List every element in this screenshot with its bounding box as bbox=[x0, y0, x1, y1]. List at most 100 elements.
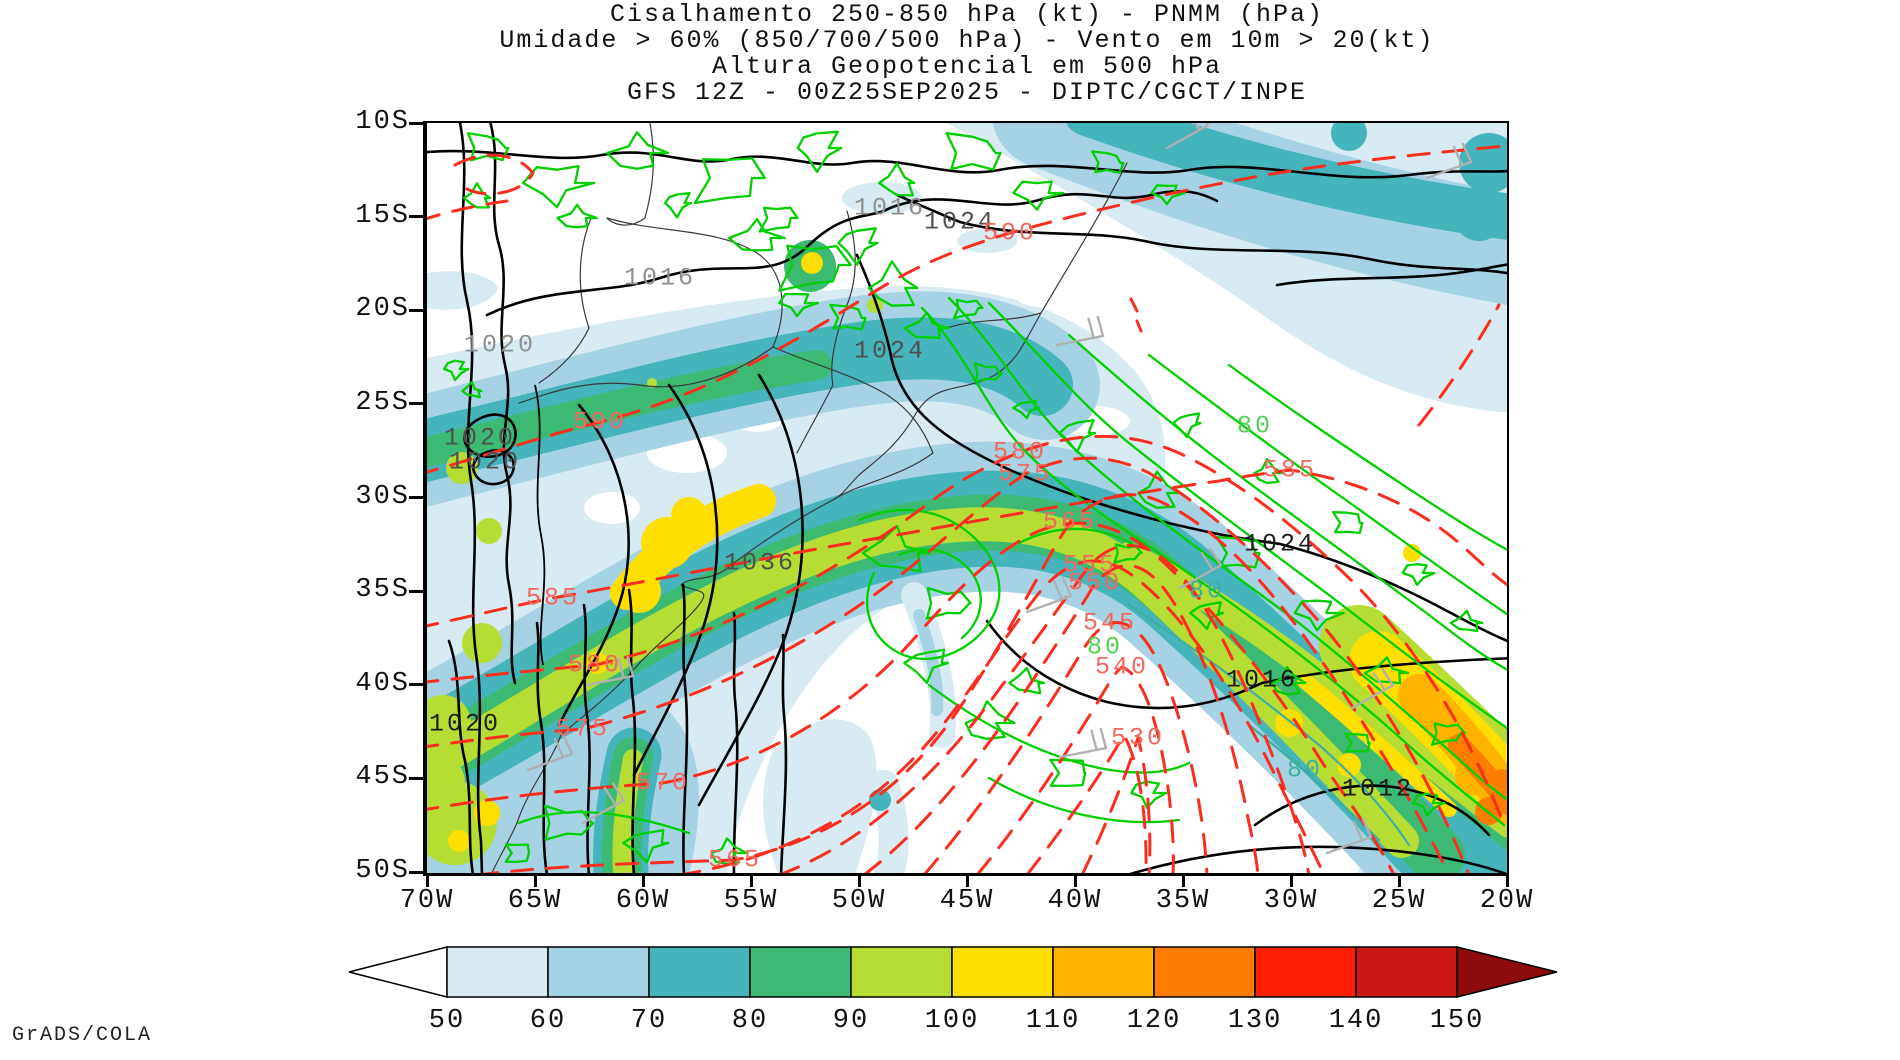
pressure-label: 1016 bbox=[854, 194, 926, 223]
humidity-label: 80 bbox=[1237, 412, 1273, 441]
colorbar-tick-label: 140 bbox=[1329, 1006, 1384, 1036]
pressure-label: 1024 bbox=[854, 337, 926, 366]
geopotential-label: 575 bbox=[556, 715, 610, 744]
lat-tick bbox=[409, 215, 424, 219]
wind-barb-icon bbox=[1055, 315, 1105, 347]
humidity-label: 80 bbox=[1189, 577, 1225, 606]
humidity-blob bbox=[778, 244, 852, 292]
humidity-blob bbox=[867, 260, 919, 307]
wind-barb-icon bbox=[1325, 817, 1373, 855]
humidity-blob bbox=[1411, 792, 1446, 817]
humidity-blob bbox=[1430, 722, 1466, 746]
pressure-label: 1020 bbox=[449, 448, 521, 477]
pressure-label: 1020 bbox=[429, 710, 501, 739]
humidity-blob bbox=[1189, 601, 1225, 631]
humidity-blob bbox=[1130, 780, 1168, 810]
humidity-blob bbox=[442, 359, 470, 382]
humidity-blob bbox=[727, 218, 786, 252]
pressure-label: 1020 bbox=[444, 424, 516, 453]
humidity-blob bbox=[1401, 563, 1436, 587]
lat-label: 25S bbox=[355, 387, 410, 418]
colorbar-cell bbox=[648, 946, 751, 998]
colorbar-cell bbox=[1254, 946, 1357, 998]
wind-barb-icon bbox=[1178, 547, 1223, 590]
wind-barbs bbox=[526, 123, 1473, 855]
lon-tick bbox=[641, 874, 645, 887]
lat-label: 10S bbox=[355, 107, 410, 137]
wind-barb-icon bbox=[585, 655, 635, 687]
wind-barb-icon bbox=[1025, 576, 1073, 614]
colorbar-under-arrow bbox=[348, 946, 448, 998]
humidity-blob bbox=[521, 164, 596, 209]
geopotential-label: 565 bbox=[708, 846, 762, 873]
wind-barb-icon bbox=[1058, 727, 1108, 759]
geopotential-label: 585 bbox=[1263, 456, 1317, 485]
lon-tick bbox=[857, 874, 861, 887]
colorbar-tick-label: 70 bbox=[631, 1006, 667, 1036]
humidity-blob bbox=[1008, 666, 1045, 695]
humidity-blob bbox=[945, 132, 1002, 171]
lon-label: 35W bbox=[1155, 886, 1211, 916]
pressure-label: 1036 bbox=[724, 549, 796, 578]
humidity-blob bbox=[664, 192, 693, 219]
colorbar-cell bbox=[1355, 946, 1458, 998]
humidity-blob bbox=[778, 292, 819, 318]
lon-tick bbox=[965, 874, 969, 887]
colorbar-tick-label: 60 bbox=[530, 1006, 566, 1036]
colorbar-over-arrow bbox=[1456, 946, 1558, 998]
title-line-4: GFS 12Z - 00Z25SEP2025 - DIPTC/CGCT/INPE bbox=[626, 78, 1308, 107]
humidity-blob bbox=[1293, 599, 1345, 632]
humidity-blob bbox=[837, 227, 879, 266]
humidity-blob bbox=[556, 203, 598, 229]
humidity-blob bbox=[462, 182, 492, 209]
geopotential-label: 540 bbox=[1095, 653, 1149, 682]
geopotential-label: 565 bbox=[1043, 508, 1097, 537]
colorbar-tick-label: 110 bbox=[1026, 1006, 1081, 1036]
geopotential-label: 590 bbox=[573, 408, 627, 437]
lon-tick bbox=[425, 874, 429, 887]
humidity-blob bbox=[903, 311, 950, 339]
pressure-contours bbox=[427, 123, 1507, 873]
humidity-blob bbox=[925, 586, 972, 620]
colorbar-cell bbox=[1052, 946, 1155, 998]
colorbar-cell bbox=[547, 946, 650, 998]
colorbar-tick-label: 90 bbox=[833, 1006, 869, 1036]
geopotential-label: 585 bbox=[526, 584, 580, 613]
map-canvas: 1016101610241020102010201024103610241020… bbox=[427, 123, 1507, 873]
colorbar-tick-label: 120 bbox=[1127, 1006, 1182, 1036]
lon-tick bbox=[1181, 874, 1185, 887]
pressure-label: 1024 bbox=[1244, 530, 1316, 559]
humidity-blob bbox=[1363, 656, 1410, 685]
wind-barb-icon bbox=[526, 734, 574, 772]
lat-tick bbox=[409, 589, 424, 593]
wind-barb-icon bbox=[1165, 123, 1210, 150]
geopotential-label: 545 bbox=[1083, 609, 1137, 638]
humidity-blob bbox=[1091, 150, 1125, 174]
colorbar-cell bbox=[1153, 946, 1256, 998]
colorbar-cell bbox=[850, 946, 953, 998]
credit-text: GrADS/COLA bbox=[12, 1024, 153, 1047]
humidity-blob bbox=[466, 132, 510, 162]
humidity-blob bbox=[1150, 184, 1186, 206]
humidity-blob bbox=[606, 131, 670, 170]
humidity-blob bbox=[543, 804, 595, 841]
humidity-contours bbox=[517, 296, 1507, 835]
lat-tick bbox=[409, 308, 424, 312]
contour-labels: 1016101610241020102010201024103610241020… bbox=[429, 194, 1411, 873]
colorbar-tick-label: 150 bbox=[1430, 1006, 1485, 1036]
lon-tick bbox=[749, 874, 753, 887]
lat-label: 15S bbox=[355, 200, 410, 231]
humidity-blob bbox=[1172, 412, 1202, 439]
lon-tick bbox=[1289, 874, 1293, 887]
geopotential-label: 550 bbox=[1068, 569, 1122, 598]
humidity-label: 80 bbox=[1087, 633, 1123, 662]
humidity-blob bbox=[829, 303, 867, 331]
lon-tick bbox=[1397, 874, 1401, 887]
lon-label: 30W bbox=[1263, 886, 1319, 916]
title-line-1: Cisalhamento 250-850 hPa (kt) - PNMM (hP… bbox=[609, 0, 1325, 29]
lat-tick bbox=[409, 121, 424, 125]
humidity-blob bbox=[796, 130, 843, 174]
geopotential-label: 570 bbox=[636, 769, 690, 798]
humidity-blob bbox=[1012, 180, 1065, 211]
colorbar-tick-label: 50 bbox=[429, 1006, 465, 1036]
